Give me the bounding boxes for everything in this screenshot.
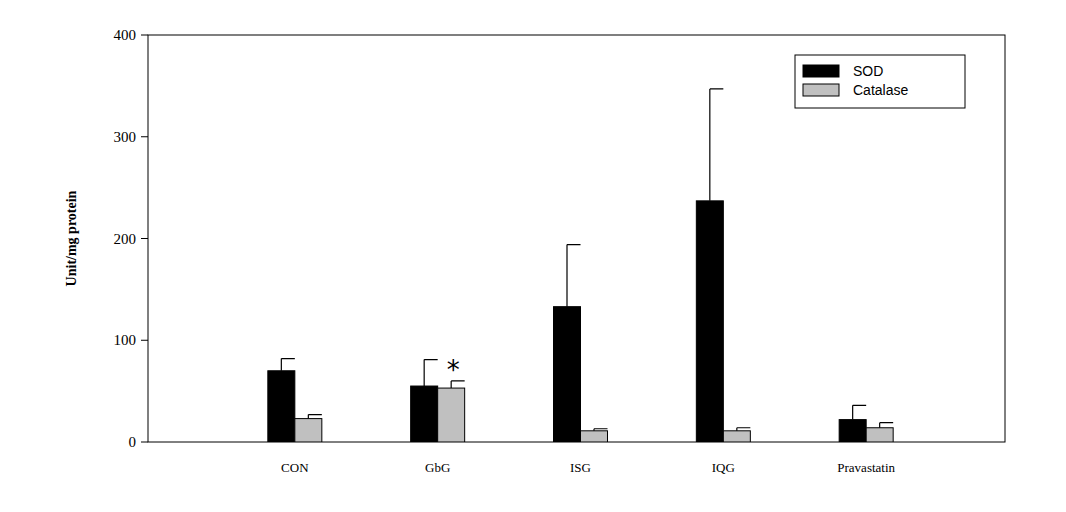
legend-swatch: [803, 84, 839, 96]
bar: [839, 420, 866, 442]
y-tick: [141, 35, 148, 36]
legend-box: [795, 55, 965, 108]
error-bar: [567, 245, 581, 307]
error-bar: [737, 428, 751, 431]
y-axis-label: Unit/mg protein: [64, 190, 79, 286]
legend-swatch: [803, 65, 839, 77]
error-bar: [880, 423, 894, 428]
y-tick: [141, 442, 148, 443]
bar: [696, 201, 723, 442]
annotation: *: [447, 355, 460, 385]
y-tick: [141, 238, 148, 239]
error-bar: [281, 359, 295, 371]
bar: [554, 307, 581, 442]
y-tick: [141, 340, 148, 341]
x-tick-label: GbG: [425, 460, 450, 475]
x-tick-label: ISG: [570, 460, 591, 475]
bar: [866, 428, 893, 442]
bar: [581, 431, 608, 442]
legend-label: SOD: [853, 63, 883, 79]
y-tick: [141, 136, 148, 137]
x-tick-label: CON: [281, 460, 309, 475]
y-tick-label: 300: [114, 129, 137, 145]
error-bar: [853, 405, 867, 419]
bar: [411, 386, 438, 442]
bars: [268, 89, 893, 442]
error-bar: [594, 429, 608, 431]
plot-frame: [148, 35, 1005, 442]
error-bar: [710, 89, 724, 201]
legend-label: Catalase: [853, 82, 908, 98]
y-tick-label: 0: [129, 434, 137, 450]
x-tick-label: Pravastatin: [837, 460, 895, 475]
x-tick-label: IQG: [712, 460, 735, 475]
chart: 0 100 200 300 400 Unit/mg protein CON GbG ISG IQG…: [0, 0, 1066, 512]
error-bar: [308, 415, 322, 419]
bar: [295, 419, 322, 442]
bar: [438, 388, 465, 442]
y-tick-label: 400: [114, 27, 137, 43]
error-bar: [424, 360, 438, 386]
y-tick-label: 100: [114, 332, 137, 348]
y-tick-label: 200: [114, 231, 137, 247]
bar: [723, 431, 750, 442]
bar: [268, 371, 295, 442]
